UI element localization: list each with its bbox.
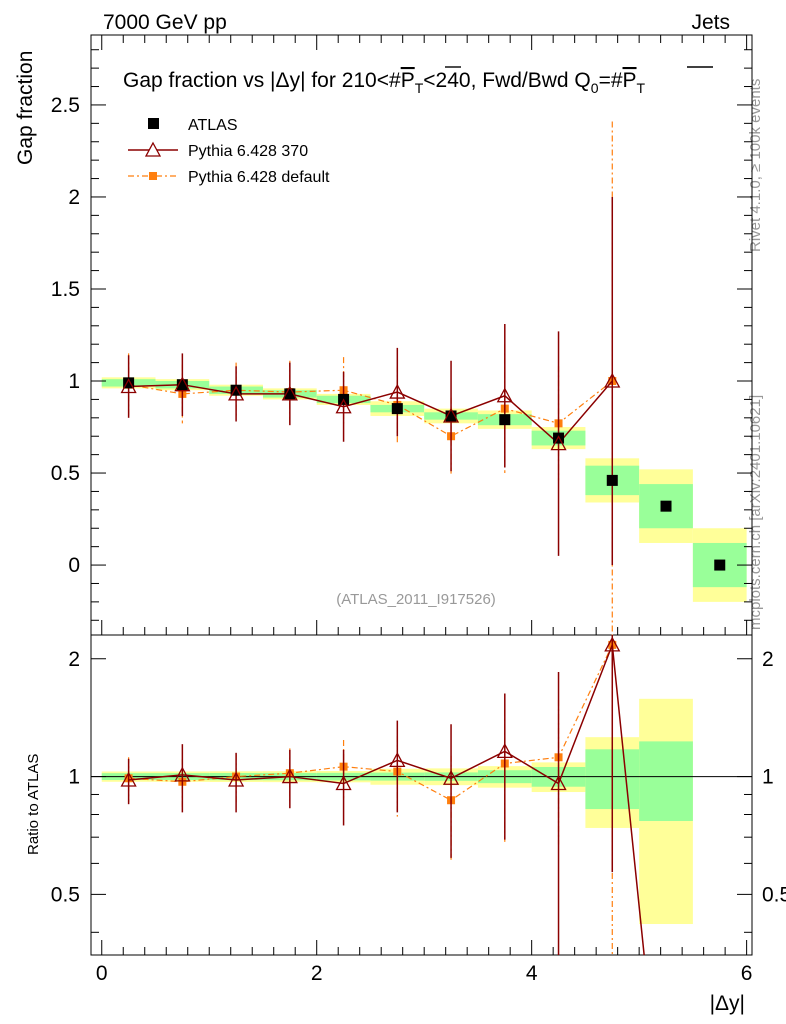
ratio-pythia-370-point — [442, 769, 460, 785]
data-series — [120, 121, 726, 956]
y-tick-label: 1 — [68, 370, 80, 393]
main-uncertainty-bands — [101, 377, 747, 602]
atlas-point — [176, 379, 188, 391]
ratio-pythia-370-point — [174, 766, 191, 782]
y-tick-label: 0.5 — [51, 462, 80, 485]
axis-ticks — [91, 35, 752, 955]
atlas-point — [391, 403, 403, 415]
ratio-pythia-370-point — [281, 768, 298, 784]
ratio-tick-labels: 0.5 1 2 0.5 1 2 — [51, 648, 786, 907]
pythia-370-point — [335, 398, 352, 414]
pythia-370-point — [550, 435, 567, 451]
pythia-370-point — [442, 407, 460, 423]
ratio-plot-frame — [90, 634, 753, 956]
ratio-axis-label: Ratio to ATLAS — [25, 754, 42, 855]
analysis-label: (ATLAS_2011_I917526) — [336, 591, 496, 608]
y-tick-label: 2 — [68, 186, 80, 209]
pythia-370-line — [128, 380, 613, 445]
ratio-pythia-370-point — [604, 636, 621, 652]
legend-marker-pythia-default — [149, 172, 157, 180]
atlas-point — [123, 377, 135, 389]
atlas-point — [499, 414, 511, 426]
y-tick-labels: 0 0.5 1 1.5 2 2.5 — [51, 94, 80, 577]
y-tick-label: 0 — [68, 554, 80, 577]
atlas-point — [445, 410, 457, 422]
pythia-370-point — [604, 372, 621, 388]
ratio-pythia-370-point — [120, 771, 137, 787]
energy-label: 7000 GeV pp — [103, 11, 227, 34]
x-axis-label: |Δy| — [710, 992, 745, 1015]
x-tick-label: 6 — [741, 962, 753, 985]
pythia-370-point — [281, 385, 298, 401]
ratio-tick-label-right: 0.5 — [762, 883, 786, 906]
ratio-tick-label-left: 2 — [68, 648, 80, 671]
ratio-tick-label-left: 0.5 — [51, 883, 80, 906]
process-label: Jets — [691, 11, 730, 34]
ratio-tick-label-right: 2 — [762, 648, 774, 671]
legend-label-pythia-370: Pythia 6.428 370 — [188, 143, 308, 160]
legend-marker-pythia-370 — [144, 141, 162, 157]
x-tick-labels: 0 2 4 6 — [96, 962, 753, 985]
ratio-pythia-370-point — [389, 751, 406, 768]
atlas-point — [284, 388, 296, 400]
atlas-point — [230, 384, 242, 396]
legend-marker-atlas — [148, 118, 159, 129]
atlas-point — [714, 559, 726, 571]
ratio-pythia-370-point — [228, 771, 245, 787]
atlas-point — [660, 500, 672, 512]
ratio-pythia-370-point — [496, 742, 513, 758]
ratio-tick-label-left: 1 — [68, 766, 80, 789]
legend-label-atlas: ATLAS — [188, 117, 238, 134]
y-tick-label: 2.5 — [51, 94, 80, 117]
pythia-370-point — [228, 385, 245, 401]
atlas-point — [606, 474, 618, 486]
ratio-tick-label-right: 1 — [762, 766, 774, 789]
pythia-370-point — [389, 383, 406, 399]
y-axis-label: Gap fraction — [14, 51, 37, 165]
pythia-370-point — [120, 378, 137, 394]
ratio-band-inner — [639, 741, 693, 821]
x-tick-label: 2 — [311, 962, 323, 985]
legend: ATLAS Pythia 6.428 370 Pythia 6.428 defa… — [128, 117, 330, 186]
x-tick-label: 0 — [96, 962, 108, 985]
mcplots-label: mcplots.cern.ch [arXiv:2401.10621] — [747, 395, 764, 630]
ratio-pythia-default-line — [128, 644, 613, 801]
ratio-pythia-370-point — [335, 775, 352, 791]
rivet-label: Rivet 4.1.0, ≥ 100k events — [747, 79, 764, 252]
chart-title: Gap fraction vs |Δy| for 210<#PT<240, Fw… — [123, 69, 646, 96]
pythia-370-point — [496, 387, 513, 403]
y-tick-label: 1.5 — [51, 278, 80, 301]
x-tick-label: 4 — [526, 962, 538, 985]
legend-label-pythia-default: Pythia 6.428 default — [188, 169, 330, 186]
ratio-pythia-370-line — [128, 644, 645, 956]
atlas-point — [553, 432, 565, 444]
ratio-pythia-370-point — [550, 775, 567, 791]
pythia-default-line — [128, 380, 613, 437]
pythia-370-point — [174, 376, 191, 392]
